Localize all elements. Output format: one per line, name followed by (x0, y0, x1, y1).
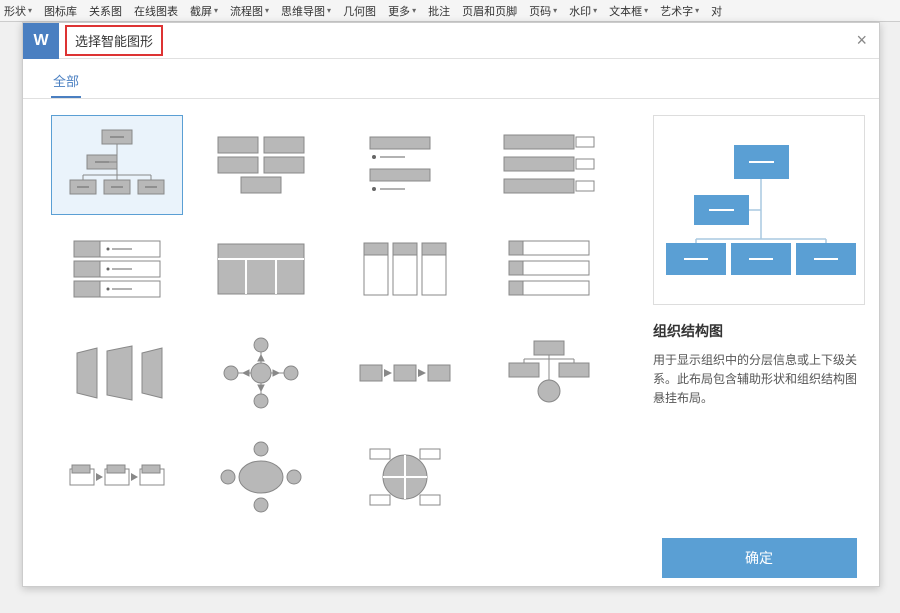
ribbon-pagenum[interactable]: 页码 (529, 3, 557, 19)
ribbon-comment[interactable]: 批注 (428, 3, 450, 19)
thumb-3d-boxes[interactable] (51, 323, 183, 423)
ribbon-wordart[interactable]: 艺术字 (660, 3, 699, 19)
thumb-hub-spoke[interactable] (195, 323, 327, 423)
preview-image (653, 115, 865, 305)
thumb-hierarchy-alt[interactable] (483, 323, 615, 423)
ribbon-relation[interactable]: 关系图 (89, 3, 122, 19)
tab-all[interactable]: 全部 (51, 67, 81, 98)
preview-title: 组织结构图 (653, 321, 865, 341)
thumb-labeled-list[interactable] (51, 219, 183, 319)
thumb-picture-grid[interactable] (195, 115, 327, 215)
preview-description: 用于显示组织中的分层信息或上下级关系。此布局包含辅助形状和组织结构图悬挂布局。 (653, 351, 865, 409)
ribbon-onlinechart[interactable]: 在线图表 (134, 3, 178, 19)
category-tabs: 全部 (23, 59, 879, 99)
dialog-header: W 选择智能图形 × (23, 23, 879, 59)
ribbon-flowchart[interactable]: 流程图 (230, 3, 269, 19)
ribbon-toolbar: 形状 图标库 关系图 在线图表 截屏 流程图 思维导图 几何图 更多 批注 页眉… (0, 0, 900, 22)
thumb-step-process[interactable] (51, 427, 183, 527)
ribbon-more[interactable]: 更多 (388, 3, 416, 19)
close-button[interactable]: × (856, 30, 867, 51)
ribbon-align[interactable]: 对 (711, 3, 722, 19)
thumb-list-with-sub[interactable] (483, 115, 615, 215)
thumb-org-chart[interactable] (51, 115, 183, 215)
thumb-bullet-cards[interactable] (483, 219, 615, 319)
thumb-cycle[interactable] (195, 427, 327, 527)
thumb-vertical-list[interactable] (339, 115, 471, 215)
thumb-matrix[interactable] (339, 427, 471, 527)
ribbon-watermark[interactable]: 水印 (569, 3, 597, 19)
smartart-dialog: W 选择智能图形 × 全部 (22, 22, 880, 587)
smartart-gallery (23, 99, 643, 594)
thumb-process[interactable] (339, 323, 471, 423)
ribbon-shape[interactable]: 形状 (4, 3, 32, 19)
ribbon-textbox[interactable]: 文本框 (609, 3, 648, 19)
ribbon-headerfooter[interactable]: 页眉和页脚 (462, 3, 517, 19)
thumb-table[interactable] (195, 219, 327, 319)
ok-button[interactable]: 确定 (662, 538, 857, 578)
preview-pane: 组织结构图 用于显示组织中的分层信息或上下级关系。此布局包含辅助形状和组织结构图… (643, 99, 881, 594)
ribbon-iconlib[interactable]: 图标库 (44, 3, 77, 19)
ribbon-mindmap[interactable]: 思维导图 (281, 3, 331, 19)
ribbon-geometry[interactable]: 几何图 (343, 3, 376, 19)
dialog-title: 选择智能图形 (65, 25, 163, 56)
ribbon-screenshot[interactable]: 截屏 (190, 3, 218, 19)
app-logo: W (23, 23, 59, 59)
thumb-columns[interactable] (339, 219, 471, 319)
